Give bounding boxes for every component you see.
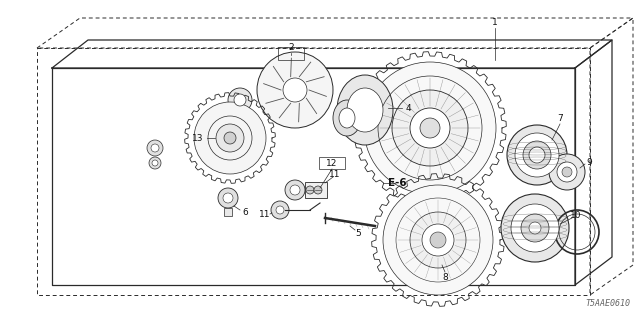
Text: 10: 10: [570, 211, 582, 220]
Ellipse shape: [364, 62, 496, 194]
Ellipse shape: [257, 52, 333, 128]
Ellipse shape: [216, 124, 244, 152]
Ellipse shape: [271, 201, 289, 219]
Ellipse shape: [507, 125, 567, 185]
Text: E-6: E-6: [388, 178, 406, 188]
Ellipse shape: [422, 224, 454, 256]
Text: 11: 11: [329, 170, 340, 179]
Ellipse shape: [151, 144, 159, 152]
Ellipse shape: [337, 75, 393, 145]
Ellipse shape: [529, 222, 541, 234]
Text: 11: 11: [259, 210, 271, 219]
Ellipse shape: [218, 188, 238, 208]
Ellipse shape: [314, 186, 322, 194]
Ellipse shape: [285, 180, 305, 200]
Bar: [305, 182, 327, 198]
Ellipse shape: [383, 185, 493, 295]
Text: 7: 7: [557, 114, 563, 123]
Bar: [224, 208, 232, 216]
Ellipse shape: [224, 132, 236, 144]
Ellipse shape: [529, 147, 545, 163]
Ellipse shape: [562, 167, 572, 177]
Ellipse shape: [347, 88, 383, 132]
Ellipse shape: [228, 88, 252, 112]
Ellipse shape: [521, 214, 549, 242]
Text: 9: 9: [586, 157, 592, 166]
Ellipse shape: [523, 141, 551, 169]
Ellipse shape: [234, 94, 246, 106]
Bar: [319, 157, 345, 169]
Ellipse shape: [283, 78, 307, 102]
Ellipse shape: [194, 102, 266, 174]
Ellipse shape: [392, 90, 468, 166]
Ellipse shape: [410, 108, 450, 148]
Ellipse shape: [290, 185, 300, 195]
Ellipse shape: [557, 162, 577, 182]
Ellipse shape: [339, 108, 355, 128]
Ellipse shape: [223, 193, 233, 203]
Ellipse shape: [306, 186, 314, 194]
Ellipse shape: [152, 160, 158, 166]
Text: 4: 4: [405, 103, 411, 113]
Ellipse shape: [333, 100, 361, 136]
Ellipse shape: [511, 204, 559, 252]
Ellipse shape: [515, 133, 559, 177]
Text: 5: 5: [355, 228, 361, 237]
Ellipse shape: [430, 232, 446, 248]
Ellipse shape: [276, 206, 284, 214]
Text: 6: 6: [242, 207, 248, 217]
Text: 12: 12: [326, 158, 338, 167]
Ellipse shape: [501, 194, 569, 262]
Ellipse shape: [549, 154, 585, 190]
Text: 8: 8: [442, 274, 448, 283]
Text: 2: 2: [288, 43, 294, 52]
Text: T5AAE0610: T5AAE0610: [585, 299, 630, 308]
Text: 1: 1: [492, 18, 498, 27]
Ellipse shape: [410, 212, 466, 268]
Text: 13: 13: [192, 133, 204, 142]
Ellipse shape: [420, 118, 440, 138]
Ellipse shape: [149, 157, 161, 169]
Ellipse shape: [147, 140, 163, 156]
Bar: [278, 47, 304, 60]
